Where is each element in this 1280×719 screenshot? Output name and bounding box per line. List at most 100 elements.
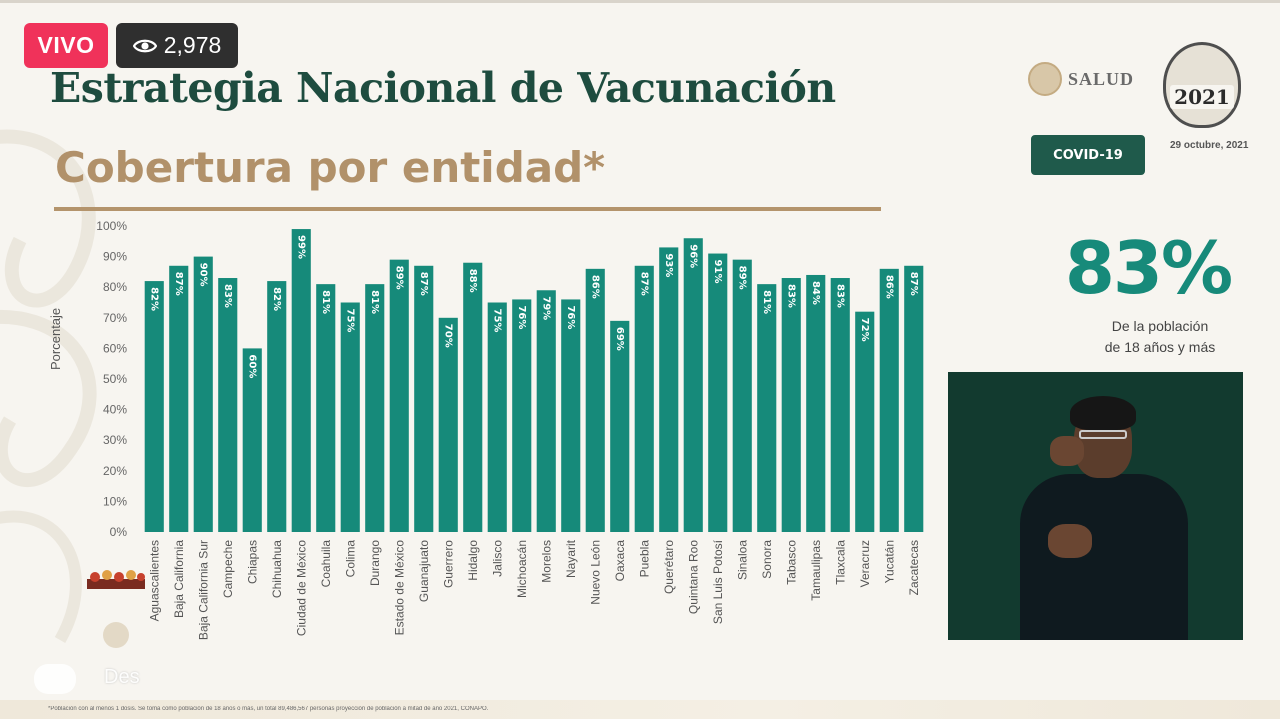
bar-value-label: 76%: [516, 305, 527, 329]
title-divider: [54, 207, 881, 211]
bar: [267, 281, 287, 532]
y-tick-label: 30%: [103, 433, 127, 447]
overlay-comment-text: Des: [104, 666, 140, 688]
x-tick-label: Tabasco: [784, 540, 798, 585]
summary-caption-line1: De la población: [1111, 318, 1209, 334]
x-tick-label: Oaxaca: [613, 540, 627, 582]
bar: [879, 268, 899, 532]
x-tick-label: Chiapas: [245, 540, 259, 584]
bar: [536, 290, 556, 532]
x-tick-label: Hidalgo: [466, 540, 480, 581]
covid-badge: COVID-19: [1031, 135, 1145, 175]
bar-value-label: 69%: [614, 327, 625, 351]
bar: [438, 317, 458, 532]
y-tick-label: 20%: [103, 464, 127, 478]
x-tick-label: Durango: [368, 540, 382, 586]
top-border: [0, 0, 1280, 3]
bar: [365, 284, 385, 532]
flowers-decoration-icon: [87, 570, 145, 589]
x-tick-label: Sinaloa: [735, 540, 749, 580]
bar: [830, 278, 850, 532]
salud-logo: SALUD: [1028, 62, 1134, 96]
x-tick-label: Baja California Sur: [196, 540, 210, 640]
interpreter-hand: [1050, 436, 1084, 466]
x-tick-label: Guerrero: [441, 540, 455, 588]
x-tick-label: Michoacán: [515, 540, 529, 598]
y-tick-label: 100%: [96, 219, 127, 233]
x-tick-label: Nuevo León: [588, 540, 602, 605]
bar-value-label: 81%: [369, 290, 380, 314]
date-label: 29 octubre, 2021: [1170, 140, 1249, 151]
bar: [291, 229, 311, 532]
bar-value-label: 75%: [344, 309, 355, 333]
bar-value-label: 86%: [883, 275, 894, 299]
x-tick-label: Sonora: [760, 540, 774, 579]
emblem-watermark-icon: [103, 622, 129, 648]
x-tick-label: Puebla: [637, 540, 651, 578]
bar-value-label: 83%: [785, 284, 796, 308]
bar-value-label: 87%: [638, 272, 649, 296]
bar-value-label: 79%: [540, 296, 551, 320]
bar: [389, 259, 409, 532]
x-tick-label: Jalisco: [490, 540, 504, 577]
y-tick-label: 80%: [103, 280, 127, 294]
salud-label: SALUD: [1068, 68, 1135, 89]
bar-value-label: 89%: [393, 266, 404, 290]
bar: [193, 256, 213, 532]
bar: [659, 247, 679, 533]
x-tick-label: Nayarit: [564, 539, 578, 578]
chat-bubble-icon[interactable]: [34, 664, 76, 694]
bar-value-label: 86%: [589, 275, 600, 299]
x-tick-label: Quintana Roo: [686, 540, 700, 614]
x-tick-label: Baja California: [172, 540, 186, 618]
bar-value-label: 76%: [565, 305, 576, 329]
bar-value-label: 90%: [197, 263, 208, 287]
y-tick-label: 70%: [103, 311, 127, 325]
y-tick-label: 50%: [103, 372, 127, 386]
bar: [561, 299, 581, 532]
y-tick-label: 0%: [110, 525, 128, 539]
footer-band: [0, 700, 1280, 719]
bar-value-label: 87%: [418, 272, 429, 296]
bar-value-label: 72%: [859, 318, 870, 342]
bar: [512, 299, 532, 532]
x-tick-label: Aguascalientes: [147, 540, 161, 621]
bar-value-label: 93%: [663, 253, 674, 277]
viewer-count: 2,978: [163, 32, 222, 58]
summary-percentage: 83%: [1064, 226, 1233, 310]
x-tick-label: Chihuahua: [270, 540, 284, 598]
viewer-count-badge: 2,978: [116, 23, 238, 68]
y-tick-label: 90%: [103, 250, 127, 264]
bar-value-label: 87%: [173, 272, 184, 296]
x-tick-label: Estado de México: [392, 540, 406, 636]
bar: [781, 278, 801, 532]
bar-value-label: 60%: [246, 354, 257, 378]
x-tick-label: Yucatán: [882, 540, 896, 583]
interpreter-body: [1020, 474, 1188, 640]
x-tick-label: Tamaulipas: [809, 540, 823, 601]
bar-value-label: 84%: [810, 281, 821, 305]
y-axis-title: Porcentaje: [48, 307, 63, 370]
bar-value-label: 82%: [271, 287, 282, 311]
bar-value-label: 88%: [467, 269, 478, 293]
bar: [904, 265, 924, 532]
bar: [487, 302, 507, 532]
eye-icon: [132, 39, 157, 52]
bar: [463, 262, 483, 532]
bar-value-label: 70%: [442, 324, 453, 348]
bar: [169, 265, 189, 532]
background-pattern: [0, 129, 97, 643]
x-tick-label: Guanajuato: [417, 540, 431, 602]
page-title: Estrategia Nacional de Vacunación: [50, 64, 836, 112]
bar: [585, 268, 605, 532]
seal-year: 2021: [1170, 85, 1234, 109]
sign-language-interpreter-video: [948, 372, 1243, 640]
bar: [855, 311, 875, 532]
bar-value-label: 81%: [761, 290, 772, 314]
bar: [708, 253, 728, 533]
bar: [806, 274, 826, 532]
bar-value-label: 89%: [736, 266, 747, 290]
bar-value-label: 83%: [834, 284, 845, 308]
bar: [683, 238, 703, 533]
